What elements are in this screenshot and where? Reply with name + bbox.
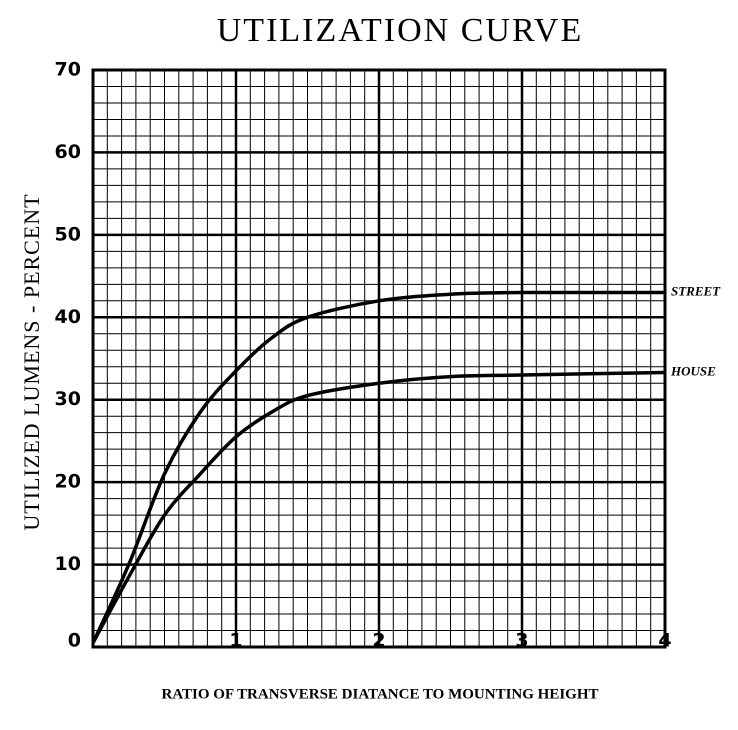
y-tick-label: 50 <box>55 223 81 245</box>
y-axis-label: UTILIZED LUMENS - PERCENT <box>19 193 44 530</box>
y-tick-label: 0 <box>68 630 81 652</box>
line <box>91 370 666 644</box>
series-label: STREET <box>671 284 721 299</box>
y-tick-label: 40 <box>55 306 81 328</box>
y-tick-label: 30 <box>55 388 81 410</box>
chart-title: UTILIZATION CURVE <box>217 12 584 49</box>
x-axis-label: RATIO OF TRANSVERSE DIATANCE TO MOUNTING… <box>161 686 598 702</box>
y-tick-label: 60 <box>55 141 81 163</box>
y-tick-label: 20 <box>55 471 81 493</box>
line <box>91 290 666 644</box>
series-label: HOUSE <box>670 363 716 378</box>
y-tick-label: 10 <box>55 553 81 575</box>
plot-frame <box>91 68 667 649</box>
y-tick-label: 70 <box>55 59 81 81</box>
